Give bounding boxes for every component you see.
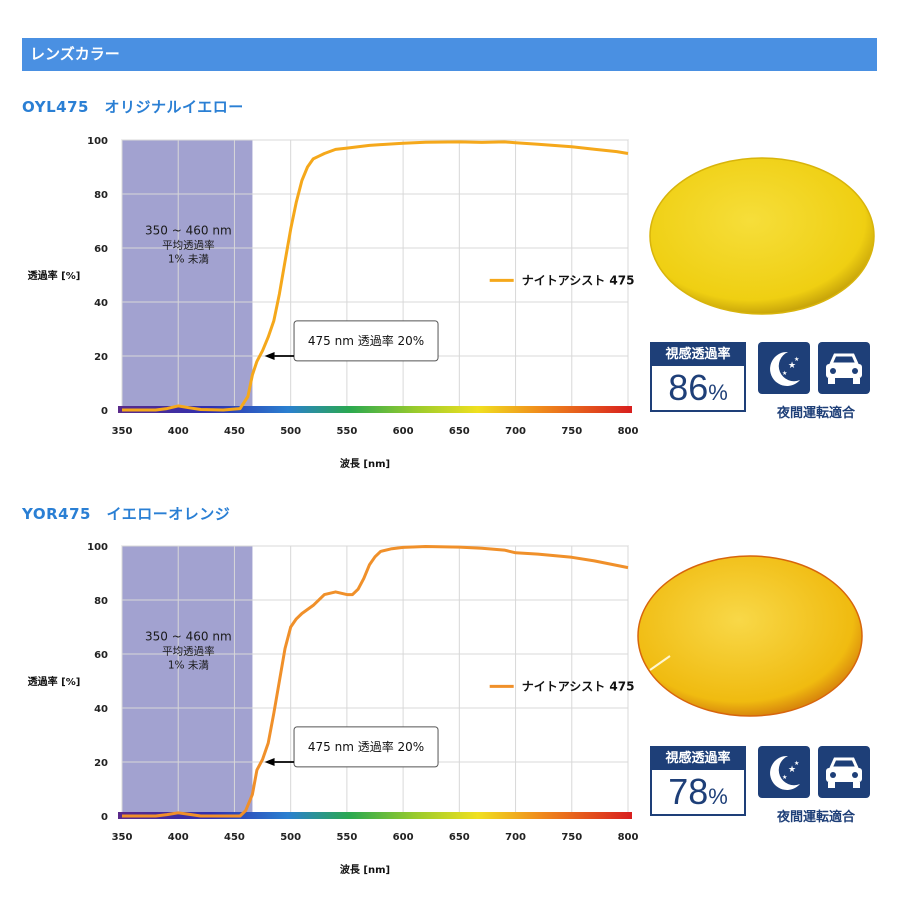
night-driving-label-1: 夜間運転適合: [776, 406, 855, 421]
visual-transmittance-value-1: 86%: [668, 367, 728, 408]
lens-image-1: [649, 157, 875, 315]
y-axis-label: 透過率 [%]: [28, 675, 81, 688]
spectrum-strip: [118, 406, 632, 413]
x-tick-label: 800: [618, 832, 639, 843]
legend-label: ナイトアシスト 475: [522, 679, 635, 693]
x-tick-label: 650: [449, 832, 470, 843]
moon-stars-icon: ★ ★ ★: [758, 746, 810, 798]
spectrum-strip: [118, 812, 632, 819]
legend-label: ナイトアシスト 475: [522, 273, 635, 287]
lens-panel-1: 視感透過率 86% ★ ★ ★ 夜間運転適合: [636, 150, 876, 430]
y-tick-label: 100: [87, 136, 108, 147]
chart-1-title: OYL475 オリジナルイエロー: [22, 98, 244, 116]
x-tick-label: 350: [112, 426, 133, 437]
chart-2: 350 400 450 500 550 600 650 700 750 800 0 20 40 60 80 1…: [28, 542, 639, 876]
y-tick-label: 20: [94, 758, 108, 769]
night-driving-label-2: 夜間運転適合: [776, 810, 855, 825]
callout-arrowhead: [264, 352, 275, 360]
band-annotation-line: 1% 未満: [168, 254, 209, 266]
section-header: レンズカラー: [22, 38, 877, 71]
visual-transmittance-badge-1: 視感透過率 86%: [650, 342, 746, 412]
band-annotation-line: 350 ~ 460 nm: [145, 224, 232, 238]
y-tick-label: 60: [94, 244, 108, 255]
svg-text:★: ★: [788, 765, 796, 775]
y-tick-label: 80: [94, 596, 108, 607]
x-tick-label: 550: [336, 832, 357, 843]
x-tick-label: 750: [561, 832, 582, 843]
section-header-title: レンズカラー: [30, 45, 120, 63]
y-tick-label: 0: [101, 406, 108, 417]
band-annotation-line: 平均透過率: [162, 645, 215, 658]
callout-box: [293, 726, 439, 768]
x-axis-label: 波長 [nm]: [340, 863, 390, 876]
x-tick-label: 500: [280, 426, 301, 437]
blocked-band: [122, 546, 253, 816]
x-tick-label: 550: [336, 426, 357, 437]
callout-arrowhead: [264, 758, 275, 766]
visual-transmittance-badge-2: 視感透過率 78%: [650, 746, 746, 816]
band-annotation-line: 平均透過率: [162, 239, 215, 252]
x-tick-label: 450: [224, 426, 245, 437]
x-tick-label: 450: [224, 832, 245, 843]
callout-text: 475 nm 透過率 20%: [308, 739, 424, 754]
callout-text: 475 nm 透過率 20%: [308, 333, 424, 348]
visual-transmittance-label-1: 視感透過率: [652, 344, 744, 366]
x-tick-label: 700: [505, 426, 526, 437]
svg-text:★: ★: [782, 370, 787, 377]
series-line: [122, 140, 629, 412]
x-tick-label: 650: [449, 426, 470, 437]
y-tick-label: 40: [94, 704, 108, 715]
svg-text:★: ★: [782, 774, 787, 781]
svg-text:★: ★: [794, 356, 799, 363]
x-tick-label: 500: [280, 832, 301, 843]
y-tick-label: 60: [94, 650, 108, 661]
band-annotation-line: 350 ~ 460 nm: [145, 630, 232, 644]
callout-box: [293, 320, 439, 362]
y-tick-label: 40: [94, 298, 108, 309]
x-tick-label: 800: [618, 426, 639, 437]
y-tick-label: 100: [87, 542, 108, 553]
svg-text:★: ★: [788, 361, 796, 371]
y-tick-label: 0: [101, 812, 108, 823]
lens-panel-2: 視感透過率 78% ★ ★ ★ 夜間運転適合: [636, 552, 876, 832]
car-icon: [818, 342, 870, 394]
x-tick-label: 350: [112, 832, 133, 843]
x-axis-label: 波長 [nm]: [340, 457, 390, 470]
svg-text:★: ★: [794, 760, 799, 767]
series-line: [122, 545, 629, 818]
x-tick-label: 600: [393, 426, 414, 437]
x-tick-label: 600: [393, 832, 414, 843]
band-annotation-line: 1% 未満: [168, 660, 209, 672]
lens-image-2: [637, 555, 863, 717]
x-tick-label: 400: [168, 426, 189, 437]
car-icon: [818, 746, 870, 798]
chart-1: 350 400 450 500 550 600 650 700 750 800 0 20 40 60 80 1…: [28, 136, 639, 470]
x-tick-label: 400: [168, 832, 189, 843]
chart-2-title: YOR475 イエローオレンジ: [22, 505, 231, 523]
y-axis-label: 透過率 [%]: [28, 269, 81, 282]
x-tick-label: 700: [505, 832, 526, 843]
y-tick-label: 80: [94, 190, 108, 201]
visual-transmittance-label-2: 視感透過率: [652, 748, 744, 770]
y-tick-label: 20: [94, 352, 108, 363]
x-tick-label: 750: [561, 426, 582, 437]
moon-stars-icon: ★ ★ ★: [758, 342, 810, 394]
visual-transmittance-value-2: 78%: [668, 771, 728, 812]
blocked-band: [122, 140, 253, 410]
